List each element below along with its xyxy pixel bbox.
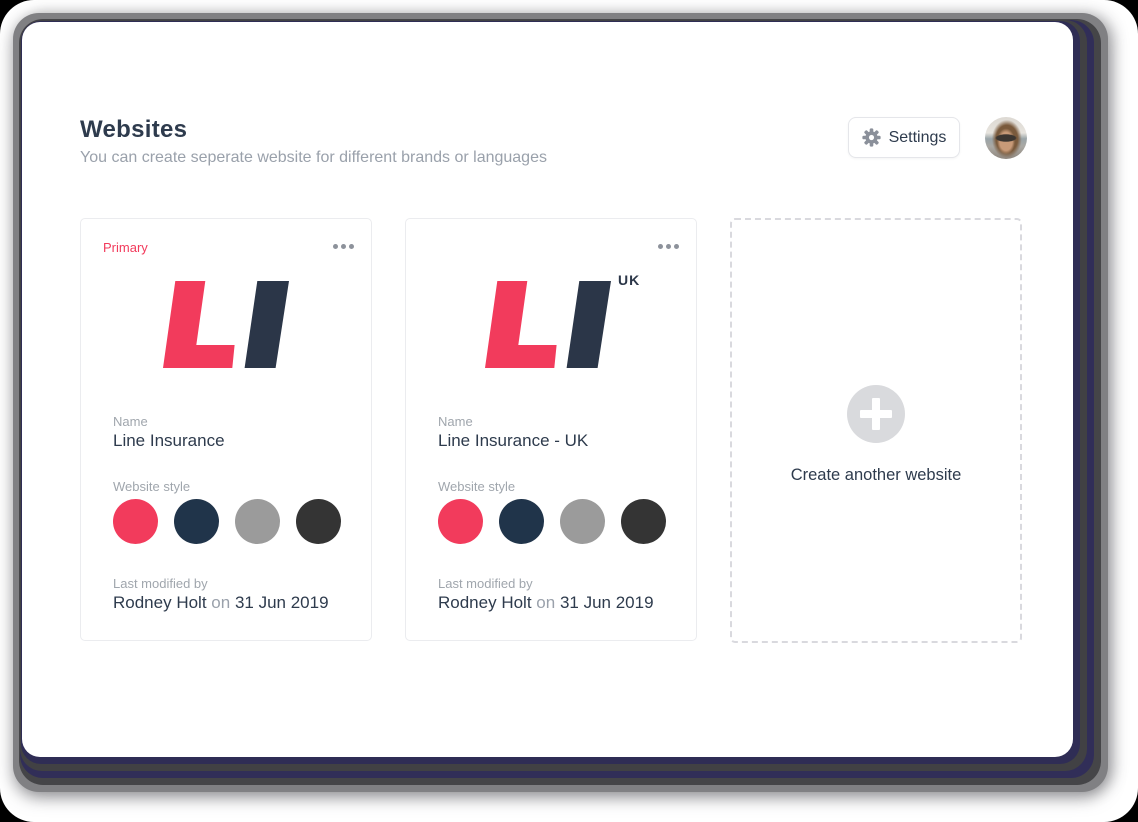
last-modified-value: Rodney Holt on 31 Jun 2019 (438, 593, 654, 613)
main-panel: Websites You can create seperate website… (22, 22, 1073, 757)
website-cards-row: Primary Name Line Insurance Website styl… (80, 218, 1022, 643)
website-name: Line Insurance (113, 431, 225, 450)
create-website-label: Create another website (790, 466, 962, 484)
website-style-label: Website style (113, 479, 191, 494)
logo-letter-i (566, 281, 611, 368)
settings-button[interactable]: Settings (848, 117, 960, 158)
swatch-dark (621, 499, 666, 544)
swatch-navy (174, 499, 219, 544)
last-modified-label: Last modified by (113, 576, 208, 591)
ellipsis-menu-icon[interactable] (333, 244, 354, 249)
style-swatches (113, 499, 341, 544)
last-modified-label: Last modified by (438, 576, 533, 591)
modified-date: 31 Jun 2019 (559, 593, 654, 612)
last-modified-value: Rodney Holt on 31 Jun 2019 (113, 593, 329, 613)
website-logo: UK (400, 272, 696, 368)
website-card-primary: Primary Name Line Insurance Website styl… (80, 218, 372, 641)
name-label: Name (438, 414, 473, 429)
swatch-dark (296, 499, 341, 544)
gear-icon (861, 128, 881, 147)
swatch-gray (235, 499, 280, 544)
page-title: Websites (80, 116, 188, 143)
primary-badge: Primary (103, 240, 148, 255)
website-card-uk: UK Name Line Insurance - UK Website styl… (405, 218, 697, 641)
modified-by-name: Rodney Holt (113, 593, 207, 612)
create-website-card[interactable]: Create another website (730, 218, 1022, 643)
website-name: Line Insurance - UK (438, 431, 589, 450)
name-label: Name (113, 414, 148, 429)
style-swatches (438, 499, 666, 544)
ellipsis-menu-icon[interactable] (658, 244, 679, 249)
logo-letter-l (485, 281, 557, 368)
modified-date: 31 Jun 2019 (234, 593, 329, 612)
logo-uk-suffix: UK (618, 272, 641, 288)
logo-letter-l (163, 281, 235, 368)
swatch-pink (438, 499, 483, 544)
modified-by-name: Rodney Holt (438, 593, 532, 612)
plus-icon[interactable] (847, 385, 905, 443)
page-subtitle: You can create seperate website for diff… (80, 149, 547, 166)
avatar[interactable] (985, 117, 1027, 159)
website-logo (81, 281, 371, 368)
modified-connector: on (536, 593, 556, 612)
website-style-label: Website style (438, 479, 516, 494)
settings-button-label: Settings (888, 128, 947, 146)
swatch-navy (499, 499, 544, 544)
logo-letter-i (244, 281, 289, 368)
swatch-gray (560, 499, 605, 544)
swatch-pink (113, 499, 158, 544)
modified-connector: on (211, 593, 231, 612)
